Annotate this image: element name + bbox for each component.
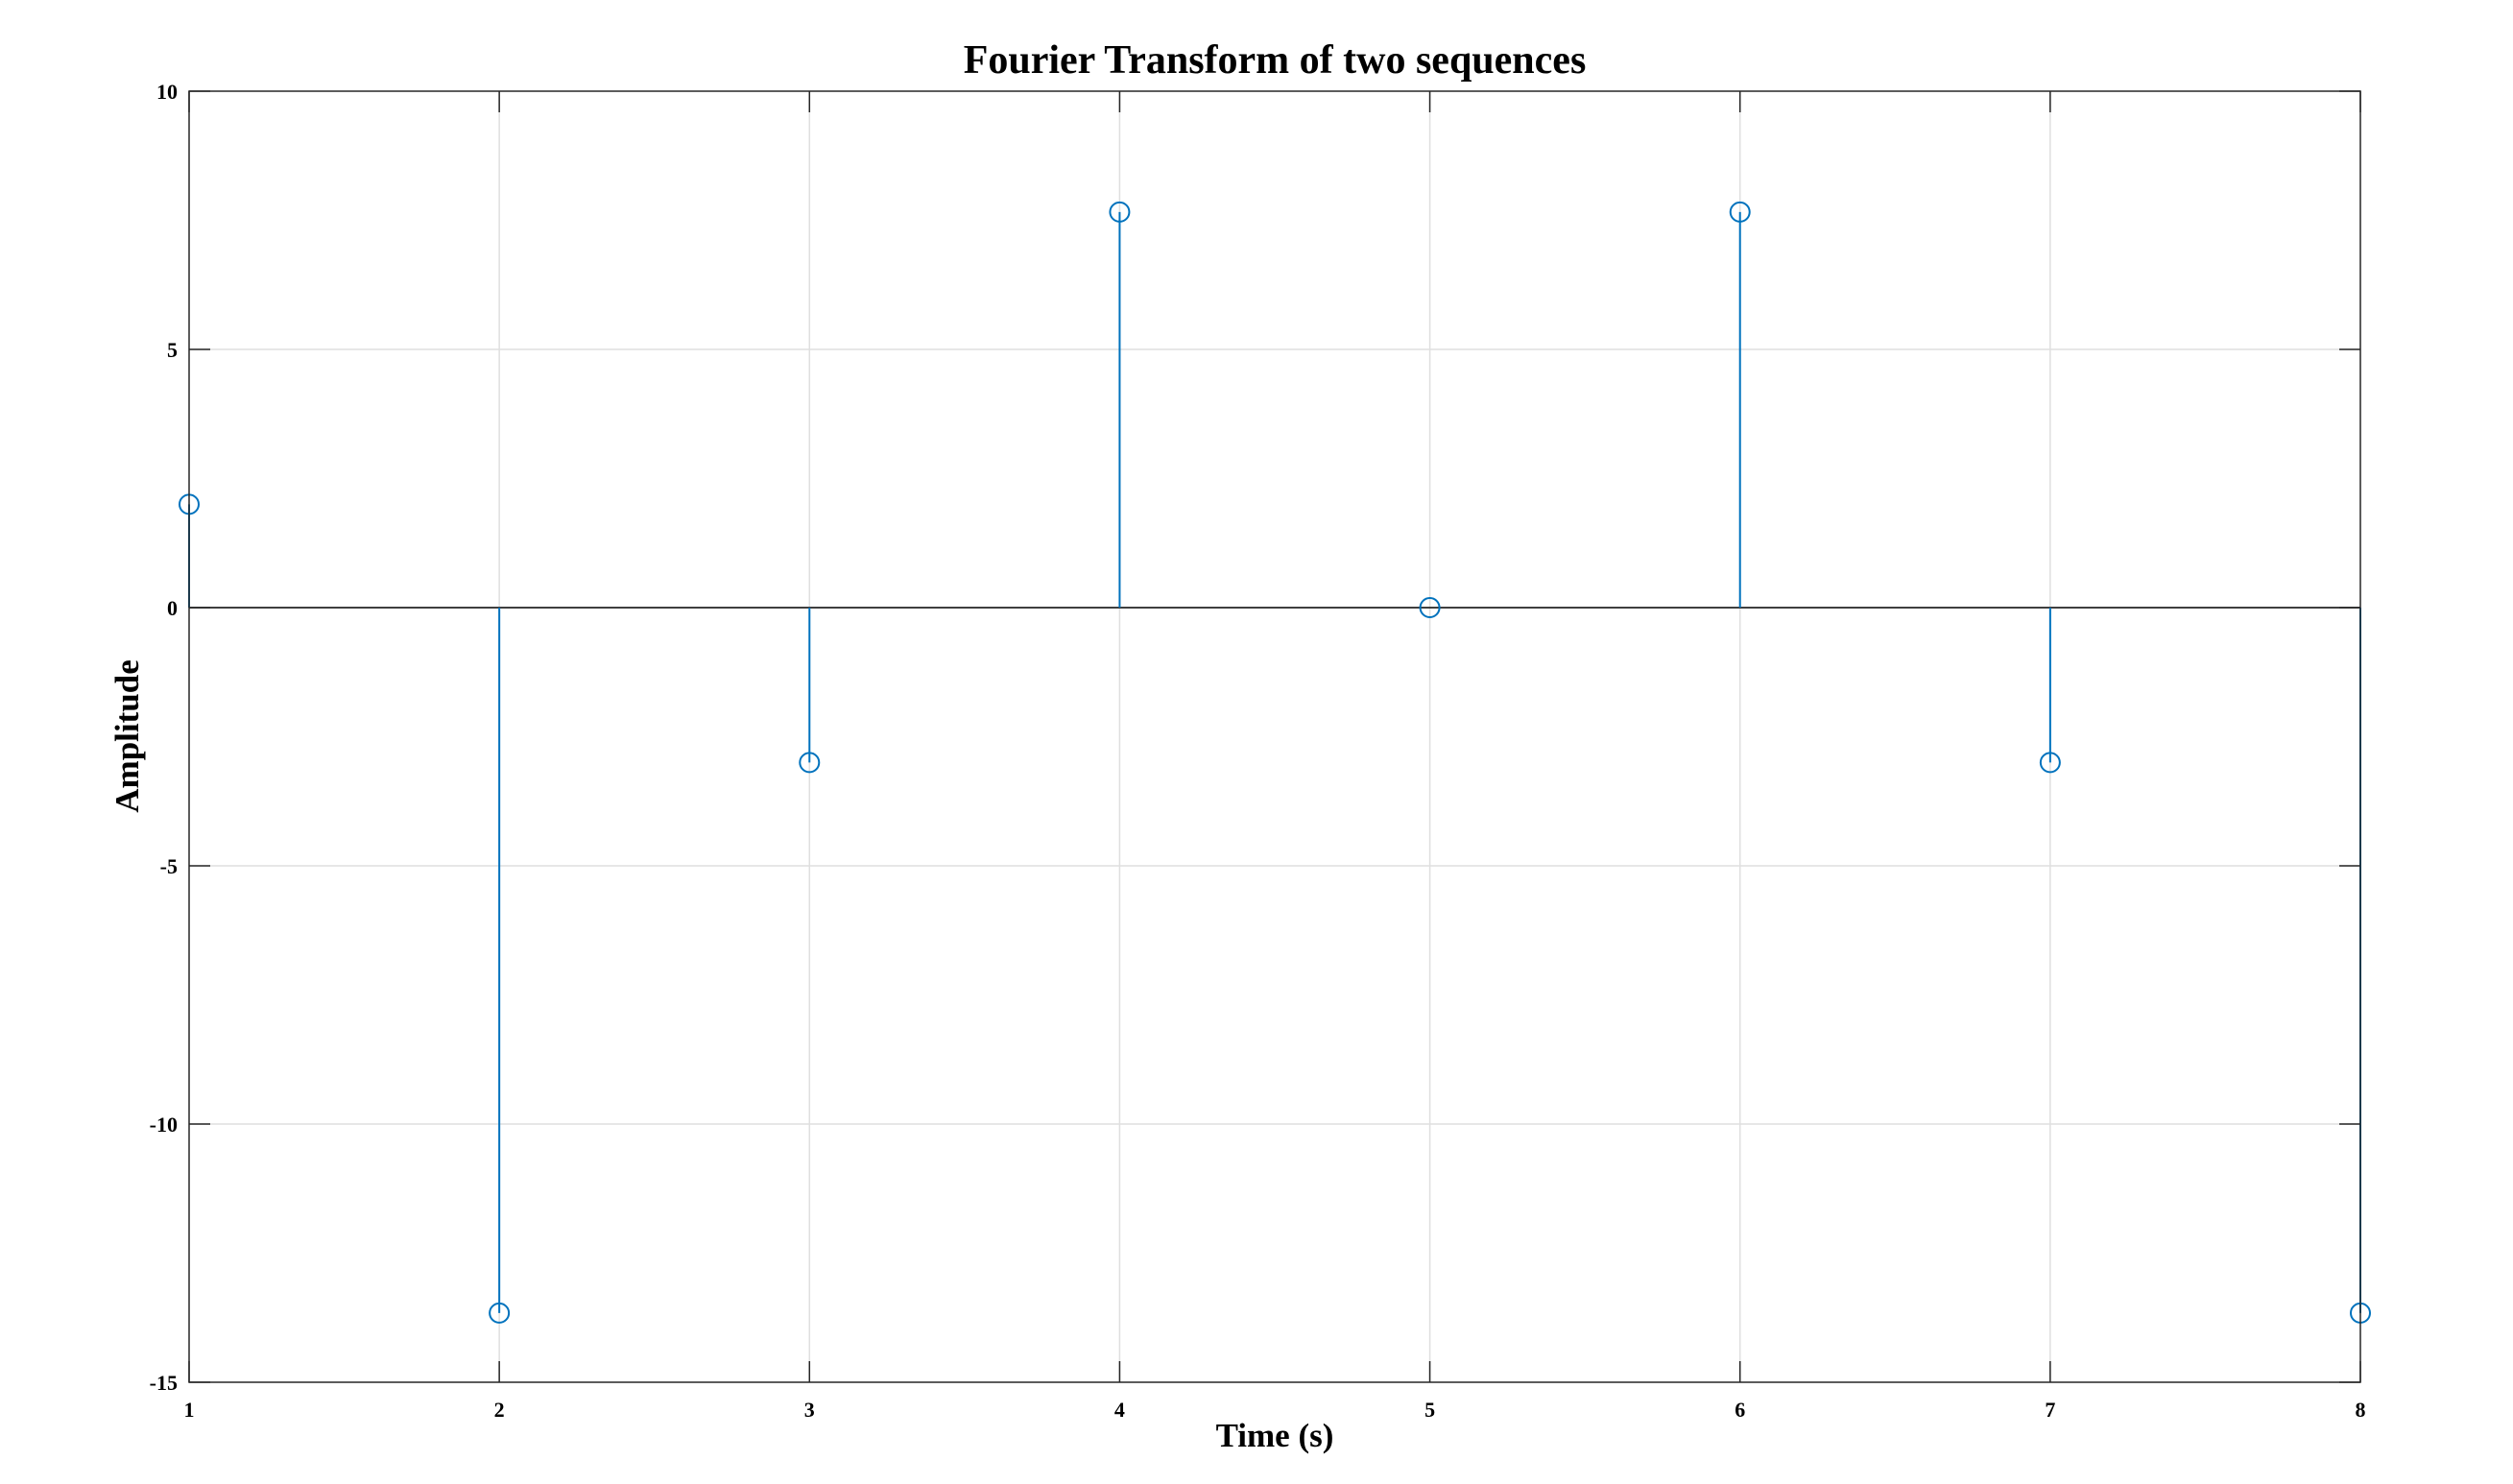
stem-marker-2: [489, 1302, 511, 1324]
x-tick-label-2: 2: [494, 1398, 505, 1422]
stem-marker-5: [1419, 597, 1441, 618]
stem-marker-7: [2039, 752, 2061, 774]
x-tick-label-5: 5: [1424, 1398, 1435, 1422]
stem-marker-3: [799, 752, 821, 774]
chart-title: Fourier Transform of two sequences: [964, 38, 1587, 83]
tick-marks: [188, 90, 2361, 1383]
x-tick-label-3: 3: [804, 1398, 815, 1422]
stem-marker-4: [1109, 201, 1131, 223]
y-axis-label: Amplitude: [108, 659, 146, 812]
y-tick-label--5: -5: [160, 854, 178, 878]
x-tick-label-7: 7: [2045, 1398, 2055, 1422]
stem-marker-6: [1729, 201, 1751, 223]
y-tick-label-5: 5: [167, 338, 178, 362]
y-tick-label--15: -15: [150, 1371, 178, 1395]
x-tick-label-8: 8: [2356, 1398, 2366, 1422]
y-tick-label-0: 0: [167, 596, 178, 620]
x-tick-labels: 1 2 3 4 5 6 7 8: [184, 1398, 2366, 1422]
plot-frame: [188, 90, 2361, 1383]
plot-background: [189, 91, 2360, 1382]
y-tick-label--10: -10: [150, 1113, 178, 1137]
x-axis-label: Time (s): [1216, 1417, 1334, 1454]
y-tick-labels: -15 -10 -5 0 5 10: [150, 80, 178, 1395]
x-tick-label-4: 4: [1114, 1398, 1125, 1422]
y-tick-label-10: 10: [156, 80, 178, 104]
x-tick-label-6: 6: [1735, 1398, 1745, 1422]
x-tick-label-1: 1: [184, 1398, 195, 1422]
